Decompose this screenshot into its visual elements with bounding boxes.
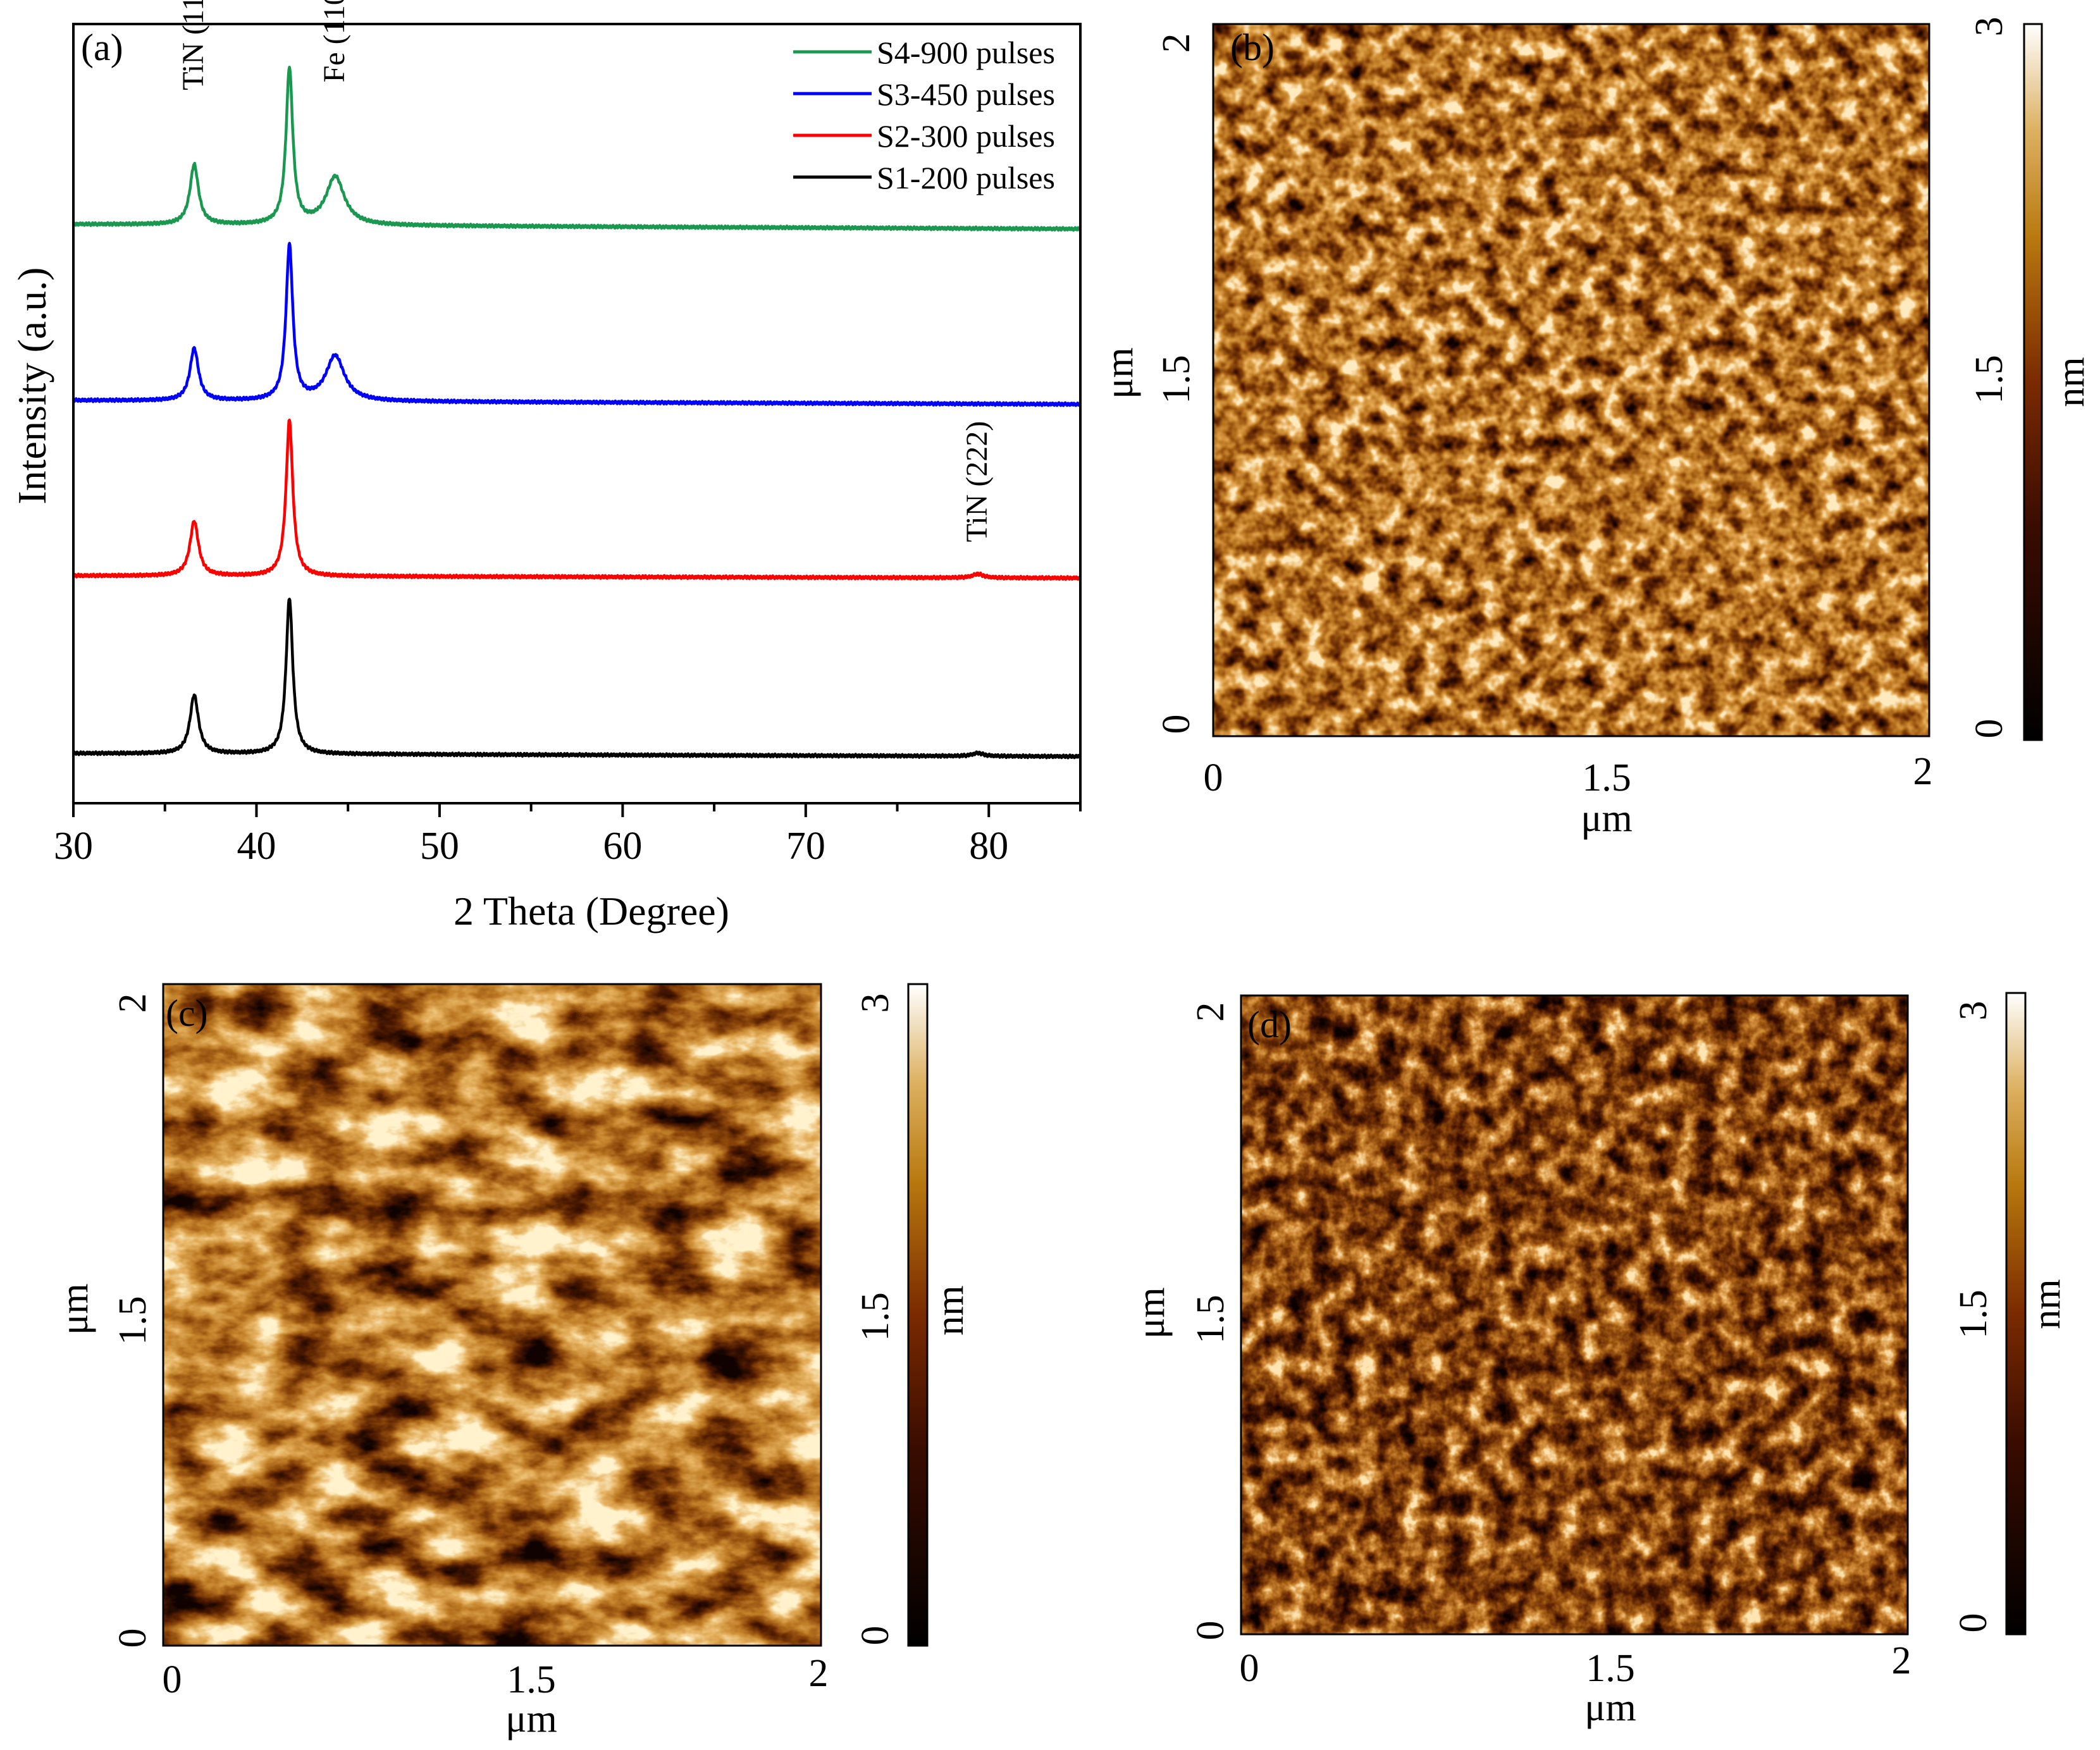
panel-label-b: (b) — [1230, 27, 1275, 68]
afm-c-xtick-15: 1.5 — [507, 1658, 556, 1701]
x-axis-title: 2 Theta (Degree) — [454, 889, 729, 934]
afm-b-xtick-2: 2 — [1913, 750, 1933, 793]
legend: S4-900 pulses S3-450 pulses S2-300 pulses S… — [793, 35, 1055, 195]
afm-b-ytick-15: 1.5 — [1155, 355, 1198, 404]
colorbar-b-unit: nm — [2049, 357, 2092, 407]
xrd-series-line — [71, 418, 1082, 581]
afm-frame-c — [162, 983, 822, 1647]
colorbar-d — [2005, 992, 2027, 1636]
x-tick-group: 30 40 50 60 70 80 — [54, 803, 1082, 868]
afm-panel-c: (c) 2 1.5 0 μm 0 1.5 2 μm 3 1.5 0 nm — [53, 983, 972, 1741]
y-axis-title: Intensity (a.u.) — [9, 268, 54, 505]
afm-frame-d — [1240, 994, 1909, 1636]
afm-image-d — [1241, 995, 1908, 1634]
x-tick-label: 60 — [603, 825, 642, 868]
peak-label-group: TiN (111) Fe (110) TiN (222) — [176, 0, 994, 542]
afm-frame-b — [1212, 23, 1930, 737]
peak-label: Fe (110) — [318, 0, 351, 82]
afm-d-ytick-15: 1.5 — [1189, 1295, 1232, 1344]
afm-c-xlabel: μm — [505, 1698, 557, 1741]
afm-panel-b: (b) 2 1.5 0 μm 0 1.5 2 μm 3 1.5 0 nm — [1098, 17, 2092, 841]
xrd-series-line — [72, 598, 1082, 760]
afm-d-ytick-0: 0 — [1189, 1621, 1232, 1641]
colorbar-b-tick-15: 1.5 — [1968, 355, 2011, 404]
colorbar-c-tick-0: 0 — [854, 1626, 897, 1646]
peak-label: TiN (111) — [176, 0, 210, 90]
afm-c-ytick-15: 1.5 — [111, 1296, 154, 1345]
afm-b-ylabel: μm — [1098, 347, 1141, 398]
x-tick-label: 30 — [54, 825, 93, 868]
colorbar-b-tick-3: 3 — [1968, 17, 2011, 37]
afm-image-c — [163, 984, 821, 1646]
peak-label: TiN (222) — [960, 421, 994, 543]
xrd-series-group — [71, 65, 1082, 760]
afm-d-ytick-2: 2 — [1189, 1002, 1232, 1022]
panel-label-d: (d) — [1247, 1004, 1292, 1045]
afm-c-ytick-2: 2 — [111, 994, 154, 1013]
afm-b-xtick-0: 0 — [1204, 756, 1223, 799]
afm-b-ytick-2: 2 — [1155, 34, 1198, 53]
afm-d-xtick-15: 1.5 — [1586, 1647, 1635, 1690]
legend-label: S1-200 pulses — [877, 160, 1055, 195]
afm-b-xlabel: μm — [1581, 797, 1632, 840]
afm-c-xtick-2: 2 — [809, 1652, 829, 1695]
xrd-series-line — [71, 65, 1082, 232]
afm-d-xlabel: μm — [1584, 1686, 1636, 1729]
colorbar-c-unit: nm — [929, 1285, 972, 1335]
colorbar-b-tick-0: 0 — [1968, 719, 2011, 739]
legend-label: S3-450 pulses — [877, 77, 1055, 112]
xrd-plot-frame — [72, 23, 1082, 804]
colorbar-d-unit: nm — [2025, 1279, 2068, 1329]
panel-label-a: (a) — [81, 27, 123, 68]
afm-c-xtick-0: 0 — [163, 1658, 182, 1701]
xrd-panel: 30 40 50 60 70 80 (a) 2 Theta (Degree) Intens… — [9, 0, 1082, 934]
afm-d-ylabel: μm — [1130, 1287, 1173, 1338]
afm-c-ytick-0: 0 — [111, 1629, 154, 1648]
afm-b-ytick-0: 0 — [1155, 715, 1198, 734]
colorbar-b — [2023, 23, 2043, 741]
panel-label-c: (c) — [166, 992, 208, 1034]
afm-panel-d: (d) 2 1.5 0 μm 0 1.5 2 μm 3 1.5 0 nm — [1130, 992, 2068, 1729]
afm-d-xtick-0: 0 — [1240, 1647, 1259, 1690]
afm-d-xtick-2: 2 — [1892, 1639, 1912, 1682]
colorbar-c — [907, 983, 929, 1647]
x-tick-label: 80 — [969, 825, 1008, 868]
x-tick-label: 70 — [786, 825, 825, 868]
colorbar-c-tick-3: 3 — [854, 994, 897, 1013]
xrd-series-line — [71, 242, 1082, 407]
x-tick-label: 40 — [237, 825, 276, 868]
afm-c-ylabel: μm — [53, 1283, 96, 1334]
colorbar-d-tick-3: 3 — [1952, 1001, 1995, 1021]
colorbar-d-tick-15: 1.5 — [1952, 1290, 1995, 1339]
afm-image-b — [1213, 24, 1929, 736]
colorbar-d-tick-0: 0 — [1952, 1613, 1995, 1633]
colorbar-c-tick-15: 1.5 — [854, 1292, 897, 1341]
x-tick-label: 50 — [420, 825, 459, 868]
legend-label: S4-900 pulses — [877, 35, 1055, 70]
legend-label: S2-300 pulses — [877, 118, 1055, 154]
afm-b-xtick-15: 1.5 — [1582, 756, 1631, 799]
